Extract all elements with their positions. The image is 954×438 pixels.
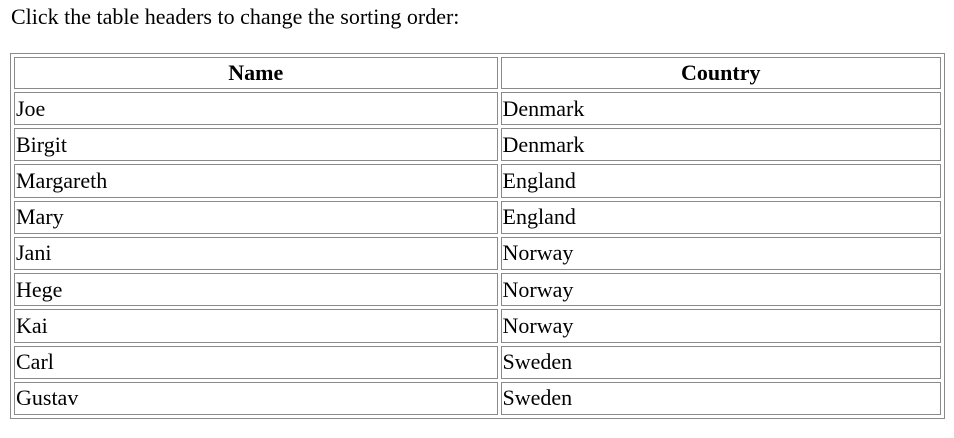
cell-name: Mary [14, 200, 498, 234]
header-row: Name Country [14, 57, 941, 89]
cell-country: Sweden [500, 381, 941, 415]
cell-country: England [500, 164, 941, 198]
cell-name: Kai [14, 309, 498, 343]
table-row: Joe Denmark [14, 92, 941, 126]
cell-name: Margareth [14, 164, 498, 198]
cell-country: England [500, 200, 941, 234]
sortable-table-container: Name Country Joe Denmark Birgit Denmark … [10, 53, 945, 419]
cell-name: Birgit [14, 128, 498, 162]
cell-country: Norway [500, 309, 941, 343]
table-row: Hege Norway [14, 273, 941, 307]
table-row: Margareth England [14, 164, 941, 198]
table-row: Kai Norway [14, 309, 941, 343]
cell-name: Carl [14, 345, 498, 379]
cell-country: Norway [500, 273, 941, 307]
cell-country: Denmark [500, 128, 941, 162]
table-row: Mary England [14, 200, 941, 234]
table-row: Jani Norway [14, 236, 941, 271]
cell-name: Joe [14, 92, 498, 126]
cell-country: Denmark [500, 92, 941, 126]
sort-header-country[interactable]: Country [500, 57, 941, 89]
table-header: Name Country [14, 57, 941, 89]
table-row: Birgit Denmark [14, 128, 941, 162]
table-row: Carl Sweden [14, 345, 941, 379]
cell-name: Jani [14, 236, 498, 271]
cell-country: Norway [500, 236, 941, 271]
sort-header-name[interactable]: Name [14, 57, 498, 89]
instructions-text: Click the table headers to change the so… [11, 4, 460, 29]
cell-country: Sweden [500, 345, 941, 379]
cell-name: Gustav [14, 381, 498, 415]
cell-name: Hege [14, 273, 498, 307]
sortable-table: Name Country Joe Denmark Birgit Denmark … [10, 53, 945, 419]
table-row: Gustav Sweden [14, 381, 941, 415]
table-body: Joe Denmark Birgit Denmark Margareth Eng… [14, 92, 941, 415]
